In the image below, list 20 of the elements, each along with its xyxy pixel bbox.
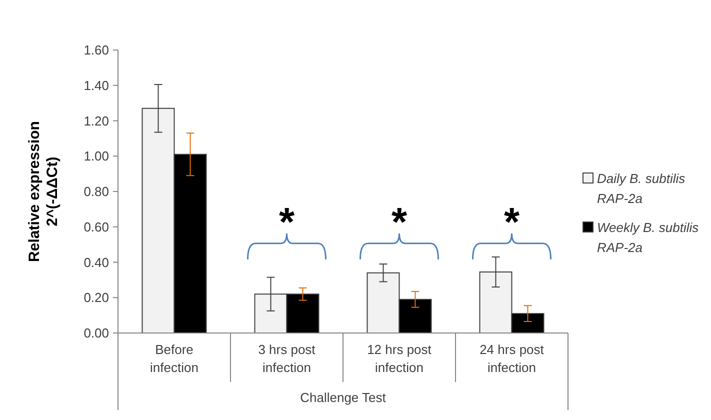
y-axis-title: Relative expression 2^(-ΔΔCt) xyxy=(26,121,61,262)
y-tick-label: 0.20 xyxy=(84,290,109,306)
y-tick-label: 1.60 xyxy=(84,42,109,58)
x-tick-label: 3 hrs post infection xyxy=(258,342,316,375)
annotation: * xyxy=(504,200,520,244)
x-axis-title: Challenge Test xyxy=(300,390,386,405)
y-tick-label: 0.00 xyxy=(84,326,109,341)
y-tick-label: 0.60 xyxy=(84,219,109,234)
y-tick-label: 1.00 xyxy=(84,148,109,164)
y-tick-label: 1.20 xyxy=(84,113,109,128)
x-tick-label: 12 hrs post infection xyxy=(367,342,432,375)
legend-label: Weekly B. subtilis RAP-2a xyxy=(597,220,700,255)
y-tick-label: 0.40 xyxy=(84,254,109,270)
y-tick-label: 1.40 xyxy=(84,78,109,93)
x-tick-label: 24 hrs post infection xyxy=(480,342,544,375)
legend-label: Daily B. subtilis RAP-2a xyxy=(597,171,686,206)
x-tick-label: Before infection xyxy=(150,342,198,375)
annotation: * xyxy=(391,200,408,244)
annotation: * xyxy=(278,200,295,244)
y-tick-label: 0.80 xyxy=(84,184,109,200)
